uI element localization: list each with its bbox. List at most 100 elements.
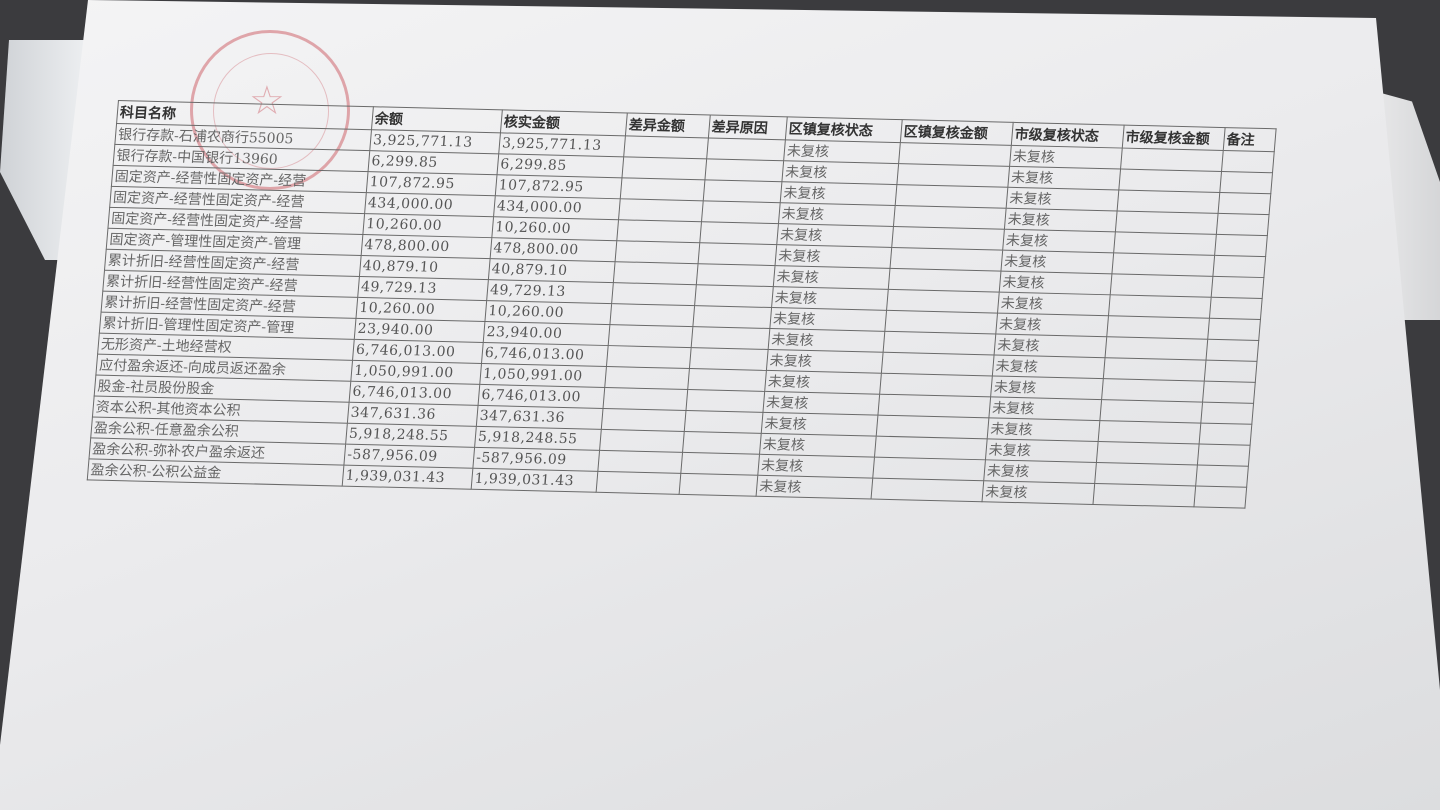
remarks-cell [1197,444,1251,467]
verified-amount-cell: 347,631.36 [476,405,604,430]
town-review-status-cell: 未复核 [783,139,901,164]
verified-amount-cell: 6,746,013.00 [481,342,609,367]
remarks-cell [1202,381,1256,404]
city-review-amount-cell [1113,231,1217,256]
city-review-amount-cell [1120,148,1224,172]
town-review-status-cell: 未复核 [756,475,873,500]
column-header: 余额 [371,106,503,133]
difference-reason-cell [698,242,777,266]
difference-reason-cell [703,179,782,203]
difference-reason-cell [694,284,774,308]
city-review-amount-cell [1115,210,1219,235]
difference-reason-cell [701,200,781,224]
column-header: 市级复核金额 [1122,125,1226,151]
difference-reason-cell [682,431,762,455]
city-review-amount-cell [1108,294,1212,319]
verified-amount-cell: 478,800.00 [490,237,617,262]
verified-amount-cell: 3,925,771.13 [498,132,626,157]
difference-amount-cell [620,177,705,201]
city-review-status-cell: 未复核 [1007,166,1121,190]
verified-amount-cell: 107,872.95 [495,174,622,199]
column-header: 区镇复核金额 [900,119,1014,146]
difference-reason-cell [679,473,758,497]
difference-amount-cell [621,156,707,180]
town-review-amount-cell [879,373,993,397]
town-review-amount-cell [896,163,1010,188]
difference-reason-cell [684,410,763,434]
remarks-cell [1193,485,1247,509]
town-review-amount-cell [871,478,984,502]
difference-reason-cell [704,158,784,182]
remarks-cell [1199,423,1252,446]
difference-amount-cell [606,345,692,369]
difference-reason-cell [689,347,769,371]
difference-amount-cell [597,450,683,474]
difference-amount-cell [613,261,699,285]
verified-amount-cell: 23,940.00 [483,321,610,346]
city-review-amount-cell [1098,420,1201,445]
town-review-status-cell: 未复核 [757,454,875,479]
city-review-amount-cell [1117,189,1220,214]
remarks-cell [1212,255,1266,278]
town-review-status-cell: 未复核 [780,181,897,206]
town-review-amount-cell [886,289,1000,314]
town-review-status-cell: 未复核 [773,265,890,290]
city-review-amount-cell [1106,315,1210,340]
town-review-status-cell: 未复核 [764,370,882,395]
city-review-status-cell: 未复核 [994,334,1107,358]
city-review-status-cell: 未复核 [1009,145,1123,170]
difference-amount-cell [609,303,695,327]
city-review-amount-cell [1111,252,1215,277]
remarks-cell [1206,339,1259,362]
stamp-inner-ring [213,53,329,169]
city-review-amount-cell [1094,462,1198,486]
difference-amount-cell [616,219,702,243]
town-review-amount-cell [884,310,998,335]
verified-amount-cell: 40,879.10 [488,258,616,283]
city-review-amount-cell [1096,441,1200,465]
difference-reason-cell [706,137,786,161]
town-review-status-cell: 未复核 [781,160,899,185]
star-icon: ☆ [249,78,285,124]
difference-amount-cell [603,387,688,411]
town-review-amount-cell [877,394,991,418]
town-review-status-cell: 未复核 [775,244,892,269]
city-review-status-cell: 未复核 [1006,187,1119,211]
balance-cell: 1,939,031.43 [342,465,473,490]
remarks-cell [1219,171,1273,194]
town-review-status-cell: 未复核 [768,328,885,353]
verified-amount-cell: 5,918,248.55 [474,426,602,451]
column-header: 区镇复核状态 [785,116,903,143]
town-review-amount-cell [891,226,1005,251]
column-header: 核实金额 [500,109,628,136]
city-review-amount-cell [1101,378,1205,403]
city-review-status-cell: 未复核 [992,354,1106,379]
difference-amount-cell [623,135,709,159]
verified-amount-cell: 6,299.85 [497,153,624,178]
town-review-amount-cell [883,331,996,355]
town-review-amount-cell [872,457,986,481]
city-review-status-cell: 未复核 [999,271,1112,295]
remarks-cell [1216,213,1270,236]
city-review-amount-cell [1103,357,1207,382]
column-header: 备注 [1223,127,1277,152]
remarks-cell [1207,318,1261,341]
city-review-status-cell: 未复核 [995,313,1109,337]
column-header: 市级复核状态 [1011,122,1125,149]
town-review-status-cell: 未复核 [769,307,887,332]
city-review-status-cell: 未复核 [988,396,1102,421]
difference-reason-cell [699,221,779,245]
town-review-amount-cell [876,415,989,439]
remarks-cell [1200,402,1254,425]
column-header: 差异金额 [625,112,711,138]
difference-amount-cell [604,366,690,390]
city-review-amount-cell [1118,169,1222,193]
town-review-amount-cell [874,436,988,460]
remarks-cell [1218,192,1271,215]
difference-reason-cell [691,326,770,350]
remarks-cell [1195,464,1249,488]
difference-reason-cell [680,452,760,476]
town-review-amount-cell [898,142,1012,167]
town-review-amount-cell [893,205,1007,230]
